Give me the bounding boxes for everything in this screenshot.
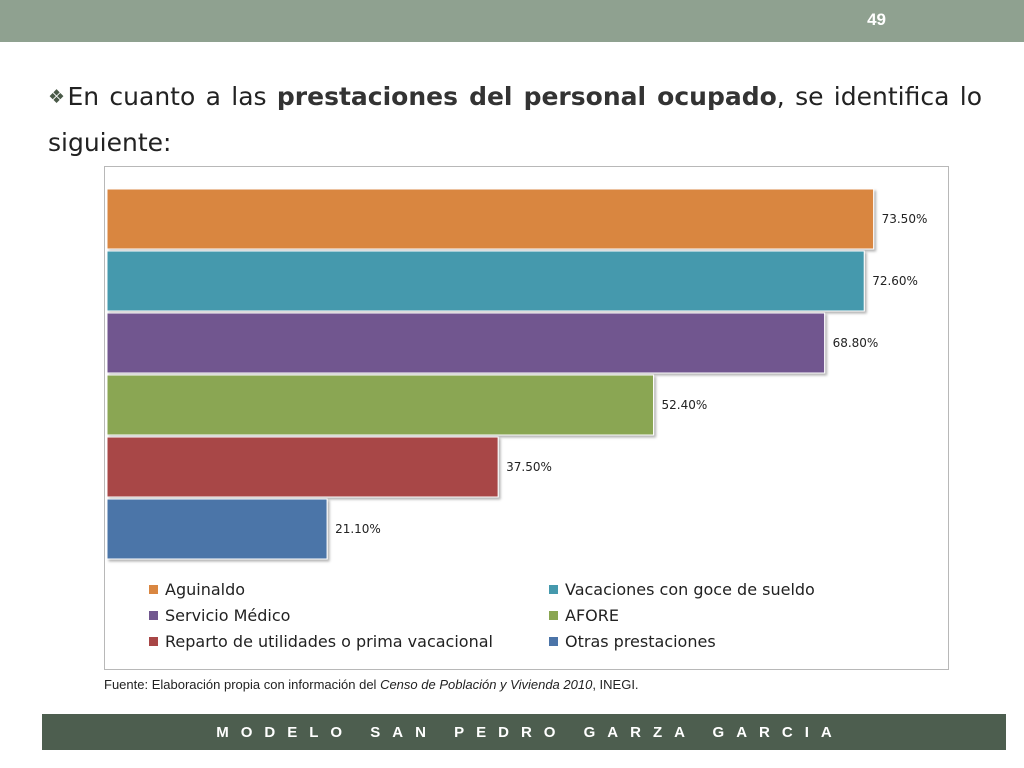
bars-group: 73.50% 72.60% 68.80% 52.40% 37.50% 21.10% [106, 188, 928, 560]
legend-swatch [149, 610, 158, 620]
legend-swatch [549, 584, 558, 594]
top-bar: 49 [0, 0, 1024, 42]
bar-servicio-médico [106, 312, 826, 374]
legend-label: Reparto de utilidades o prima vacacional [165, 631, 493, 651]
bar-value-label: 52.40% [662, 398, 708, 412]
legend-item: Otras prestaciones [549, 631, 929, 651]
legend-item: Reparto de utilidades o prima vacacional [149, 631, 549, 651]
legend-item: Servicio Médico [149, 605, 549, 625]
legend-label: Otras prestaciones [565, 631, 716, 651]
legend-label: Vacaciones con goce de sueldo [565, 579, 815, 599]
source-census-title: Censo de Población y Vivienda 2010 [380, 677, 593, 692]
legend-label: AFORE [565, 605, 619, 625]
bar-chart: 73.50% 72.60% 68.80% 52.40% 37.50% 21.10% [106, 188, 928, 560]
legend-swatch [149, 584, 158, 594]
bar-value-label: 73.50% [882, 212, 928, 226]
legend-item: AFORE [549, 605, 929, 625]
bar-vacaciones-con-goce-de-sueldo [106, 250, 865, 312]
intro-paragraph: ❖En cuanto a las prestaciones del person… [48, 74, 982, 166]
footer-title: MODELO SAN PEDRO GARZA GARCIA [216, 723, 844, 741]
legend-swatch [549, 636, 558, 646]
chart-legend: Aguinaldo Vacaciones con goce de sueldo Se… [149, 579, 929, 651]
source-suffix: , INEGI. [592, 677, 639, 692]
legend-item: Vacaciones con goce de sueldo [549, 579, 929, 599]
legend-item: Aguinaldo [149, 579, 549, 599]
chart-frame: 73.50% 72.60% 68.80% 52.40% 37.50% 21.10% Agu… [104, 166, 949, 670]
slide-number: 49 [867, 10, 886, 29]
diamond-bullet-icon: ❖ [48, 86, 68, 108]
bar-value-label: 37.50% [506, 460, 552, 474]
bar-aguinaldo [106, 188, 875, 250]
bar-otras-prestaciones [106, 498, 328, 560]
legend-label: Servicio Médico [165, 605, 291, 625]
intro-text-before: En cuanto a las [67, 82, 277, 111]
intro-text-after: , se identifica lo siguiente: [48, 82, 982, 157]
source-prefix: Fuente: Elaboración propia con informaci… [104, 677, 381, 692]
bar-value-label: 68.80% [833, 336, 879, 350]
legend-swatch [549, 610, 558, 620]
legend-label: Aguinaldo [165, 579, 246, 599]
bar-value-label: 72.60% [872, 274, 918, 288]
source-note: Fuente: Elaboración propia con informaci… [104, 677, 639, 692]
bar-reparto-de-utilidades-o-prima-vacacional [106, 436, 499, 498]
intro-emphasis: prestaciones del personal ocupado [276, 82, 777, 111]
legend-swatch [149, 636, 158, 646]
footer-bar: MODELO SAN PEDRO GARZA GARCIA [42, 714, 1006, 750]
bar-value-label: 21.10% [335, 522, 381, 536]
bar-afore [106, 374, 655, 436]
